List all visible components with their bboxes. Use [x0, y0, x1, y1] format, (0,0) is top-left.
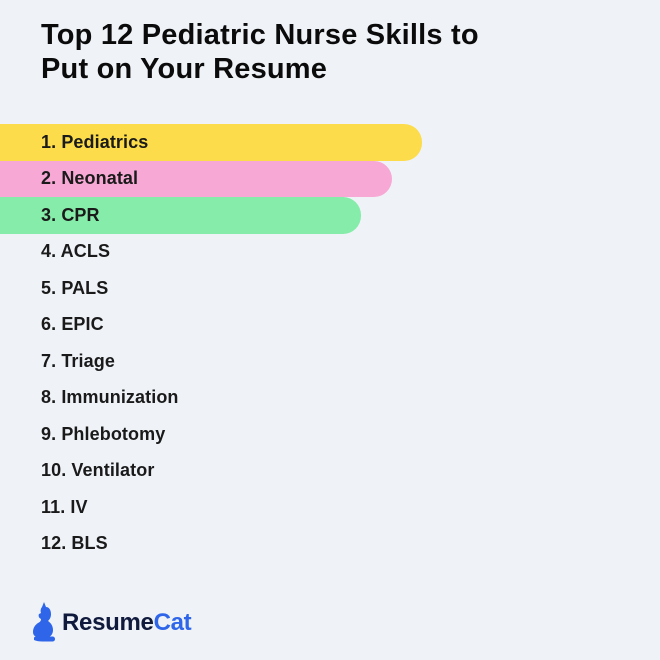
skill-label: 9. Phlebotomy — [41, 423, 166, 444]
skill-row-6: 6. EPIC — [0, 307, 660, 344]
skill-row-10: 10. Ventilator — [0, 453, 660, 490]
skills-list: 1. Pediatrics 2. Neonatal 3. CPR 4. ACLS… — [0, 124, 660, 562]
skill-label: 5. PALS — [41, 277, 109, 298]
skill-label: 12. BLS — [41, 533, 108, 554]
skill-row-12: 12. BLS — [0, 526, 660, 563]
skill-label: 8. Immunization — [41, 387, 179, 408]
skill-label: 6. EPIC — [41, 314, 104, 335]
logo-text-cat: Cat — [153, 609, 192, 636]
skill-row-9: 9. Phlebotomy — [0, 416, 660, 453]
title-line-2: Put on Your Resume — [41, 53, 328, 85]
logo-text-resume: Resume — [62, 609, 154, 636]
skill-label: 1. Pediatrics — [41, 131, 149, 152]
cat-icon — [33, 602, 55, 642]
rank-1-highlight-bar — [0, 124, 422, 161]
skill-row-2: 2. Neonatal — [0, 160, 660, 197]
skill-label: 10. Ventilator — [41, 460, 155, 481]
skill-label: 7. Triage — [41, 350, 115, 371]
rank-3-highlight-bar — [0, 197, 361, 234]
skill-row-4: 4. ACLS — [0, 234, 660, 271]
rank-2-highlight-bar — [0, 160, 392, 197]
skill-row-8: 8. Immunization — [0, 380, 660, 417]
skill-label: 11. IV — [41, 496, 88, 517]
skill-label: 4. ACLS — [41, 241, 111, 262]
skill-row-11: 11. IV — [0, 489, 660, 526]
skill-row-7: 7. Triage — [0, 343, 660, 380]
page-title: Top 12 Pediatric Nurse Skills to Put on … — [41, 18, 641, 86]
skill-row-5: 5. PALS — [0, 270, 660, 307]
resumecat-logo: ResumeCat — [32, 600, 192, 644]
skill-label: 3. CPR — [41, 204, 100, 225]
logo-wordmark: ResumeCat — [62, 609, 192, 637]
skill-row-3: 3. CPR — [0, 197, 660, 234]
skill-row-1: 1. Pediatrics — [0, 124, 660, 161]
title-line-1: Top 12 Pediatric Nurse Skills to — [41, 19, 479, 51]
skill-label: 2. Neonatal — [41, 168, 139, 189]
